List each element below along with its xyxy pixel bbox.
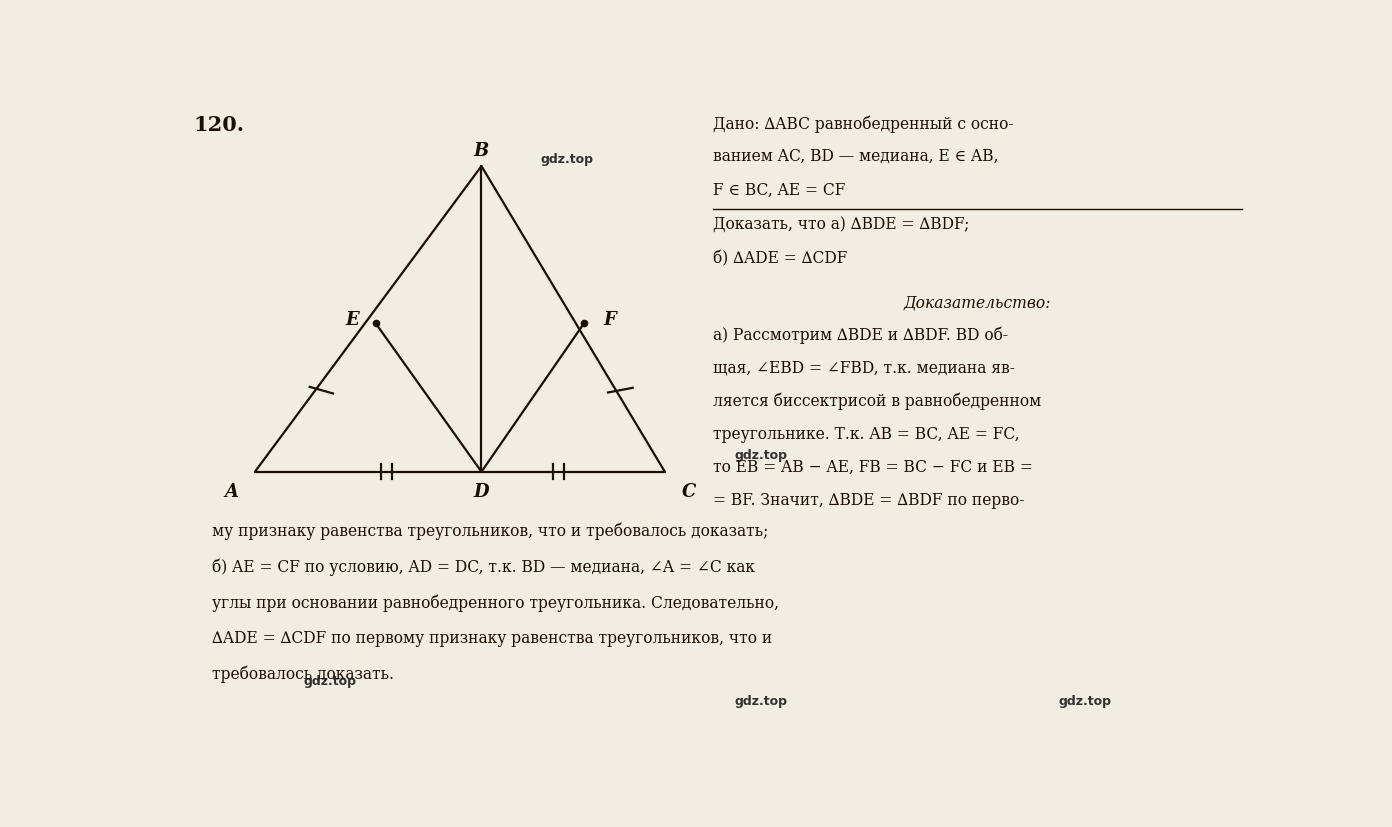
Text: му признаку равенства треугольников, что и требовалось доказать;: му признаку равенства треугольников, что…	[212, 523, 768, 540]
Text: углы при основании равнобедренного треугольника. Следовательно,: углы при основании равнобедренного треуг…	[212, 594, 778, 611]
Text: gdz.top: gdz.top	[735, 449, 788, 462]
Text: а) Рассмотрим ∆BDE и ∆BDF. BD об-: а) Рассмотрим ∆BDE и ∆BDF. BD об-	[713, 326, 1008, 344]
Text: C: C	[682, 483, 696, 501]
Text: E: E	[345, 311, 359, 329]
Text: B: B	[473, 141, 489, 160]
Text: щая, ∠EBD = ∠FBD, т.к. медиана яв-: щая, ∠EBD = ∠FBD, т.к. медиана яв-	[713, 359, 1015, 376]
Text: треугольнике. Т.к. AB = BC, AE = FC,: треугольнике. Т.к. AB = BC, AE = FC,	[713, 426, 1020, 442]
Text: Доказать, что а) ∆BDE = ∆BDF;: Доказать, что а) ∆BDE = ∆BDF;	[713, 217, 970, 234]
Text: б) ∆ADE = ∆CDF: б) ∆ADE = ∆CDF	[713, 250, 848, 267]
Text: = BF. Значит, ∆BDE = ∆BDF по перво-: = BF. Значит, ∆BDE = ∆BDF по перво-	[713, 492, 1025, 509]
Text: gdz.top: gdz.top	[735, 695, 788, 708]
Text: 120.: 120.	[193, 115, 245, 135]
Text: то EB = AB − AE, FB = BC − FC и EB =: то EB = AB − AE, FB = BC − FC и EB =	[713, 459, 1033, 476]
Text: F: F	[604, 311, 617, 329]
Text: б) AE = CF по условию, AD = DC, т.к. BD — медиана, ∠A = ∠C как: б) AE = CF по условию, AD = DC, т.к. BD …	[212, 558, 754, 576]
Text: A: A	[224, 483, 238, 501]
Text: D: D	[473, 483, 489, 501]
Text: ляется биссектрисой в равнобедренном: ляется биссектрисой в равнобедренном	[713, 393, 1041, 410]
Text: gdz.top: gdz.top	[1058, 695, 1112, 708]
Text: ∆ADE = ∆CDF по первому признаку равенства треугольников, что и: ∆ADE = ∆CDF по первому признаку равенств…	[212, 629, 773, 647]
Text: требовалось доказать.: требовалось доказать.	[212, 666, 394, 683]
Text: gdz.top: gdz.top	[540, 153, 594, 166]
Text: ванием AC, BD — медиана, E ∈ AB,: ванием AC, BD — медиана, E ∈ AB,	[713, 148, 999, 165]
Text: gdz.top: gdz.top	[303, 676, 356, 688]
Text: Дано: ∆ABC равнобедренный с осно-: Дано: ∆ABC равнобедренный с осно-	[713, 115, 1013, 132]
Text: Доказательство:: Доказательство:	[903, 294, 1051, 312]
Text: F ∈ BC, AE = CF: F ∈ BC, AE = CF	[713, 181, 846, 198]
